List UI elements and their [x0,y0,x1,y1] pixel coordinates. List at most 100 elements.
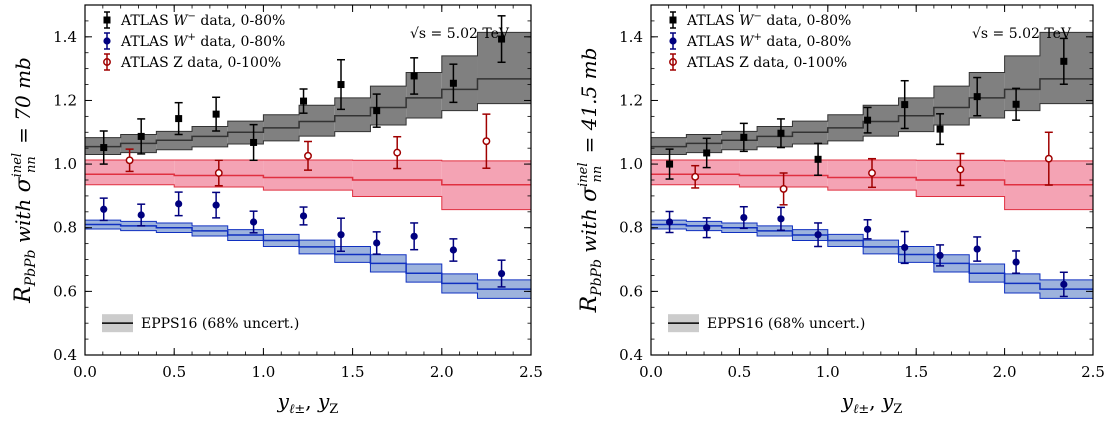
legend-text-part: ATLAS [120,34,173,50]
series-0 [665,37,1068,180]
plot-area [85,15,531,299]
band-central-line [85,223,531,290]
x-title-var: y [841,389,854,413]
plot-area [651,31,1093,299]
x-tick-label: 2.0 [430,363,454,381]
data-point [814,155,822,163]
legend-label: ATLAS W− data, 0-80% [120,11,285,29]
y-title-sigma-sup: inel [10,153,25,177]
data-point [100,205,108,213]
data-point [100,144,108,152]
legend-text-part: ATLAS Z data, 0-100% [120,55,281,71]
data-point [137,211,145,219]
data-point [482,137,491,146]
data-point [779,184,788,193]
data-point [901,243,909,252]
x-title-var: y [881,389,894,413]
x-tick-label: 2.0 [993,363,1017,381]
data-point [214,169,223,177]
legend-text-rest: data, 0-80% [196,34,285,50]
data-point [936,125,944,133]
x-title-sep: , [869,389,882,413]
legend-symbol: W [739,34,755,50]
y-tick-label: 1.2 [619,91,643,109]
y-tick-label: 0.8 [619,219,643,237]
data-point [410,232,418,240]
data-point [410,72,418,80]
data-point [1012,100,1020,108]
series-1 [99,191,506,288]
band-upper-edge [85,159,531,162]
data-point [901,101,909,109]
y-tick-label: 1.4 [619,28,643,46]
y-title-sub: PbPb [23,249,39,287]
band-legend-label: EPPS16 (68% uncert.) [141,316,299,332]
data-point [337,231,345,239]
y-title-mid: with [577,202,601,259]
data-point [175,200,183,208]
x-axis-title: yℓ±, yZ [277,389,339,417]
band-bin [406,72,442,118]
panel-left: 0.0 0.5 1.0 1.5 2.0 2.5 0.4 0.6 0.8 1.0 1.2 1.4 ATLA… [10,4,543,417]
y-title-rest: = 70 mb [11,57,35,150]
band-upper-edge [85,31,531,139]
band-0 [651,31,1093,156]
series-1 [665,205,1068,298]
data-point [449,246,457,254]
band-central-line [651,223,1093,290]
x-tick-label: 0.0 [73,363,97,381]
data-point [703,149,711,157]
y-tick-label: 0.8 [53,219,77,237]
legend-superscript: + [188,32,196,43]
data-point [304,151,312,160]
band-2 [85,219,531,299]
legend-text-part: ATLAS [120,13,173,29]
data-point [740,133,748,141]
data-point [691,172,700,181]
data-point [337,81,345,89]
x-tick-label: 1.5 [341,363,365,381]
band-legend-label: EPPS16 (68% uncert.) [707,316,865,332]
legend-label: ATLAS W+ data, 0-80% [120,32,285,50]
y-tick-label: 1.4 [53,28,77,46]
data-point [1060,57,1068,65]
x-axis-title: yℓ±, yZ [841,389,903,417]
y-title-rest: = 41.5 mb [577,48,601,160]
data-point [868,169,876,177]
data-point [777,215,785,223]
band-lower-edge [85,103,531,156]
legend-text-part: ATLAS Z data, 0-100% [686,55,847,71]
series-2 [125,113,491,187]
y-title-var: R [11,286,36,304]
x-tick-label: 2.5 [1081,363,1105,381]
data-point [973,93,981,101]
data-point [814,231,822,239]
y-tick-label: 1.0 [53,155,77,173]
data-point [1044,154,1053,163]
data-point [973,245,981,253]
band-lower-edge [651,103,1093,156]
legend-symbol: W [173,34,189,50]
data-point [373,239,381,247]
x-title-sub: ℓ± [289,402,305,417]
legend-label: ATLAS W− data, 0-80% [686,11,851,29]
legend-text-part: ATLAS [686,34,739,50]
panel-right: 0.0 0.5 1.0 1.5 2.0 2.5 0.4 0.6 0.8 1.0 1.2 1.4 ATLA… [576,4,1105,417]
band-lower-edge [651,184,1093,211]
data-point [777,129,785,137]
data-point [936,251,944,260]
legend-text-part: ATLAS [686,13,739,29]
data-point [249,218,258,226]
x-title-var: y [277,389,290,413]
data-point [212,110,220,118]
y-tick-label: 0.4 [619,346,643,364]
data-point [299,212,308,220]
x-tick-label: 0.5 [162,363,186,381]
y-title-sub: PbPb [589,259,605,297]
band-bin [370,86,407,125]
legend-label: ATLAS Z data, 0-100% [686,55,847,71]
x-title-sub: ℓ± [853,402,869,417]
band-bin [1004,55,1040,111]
band-bin [334,97,371,132]
